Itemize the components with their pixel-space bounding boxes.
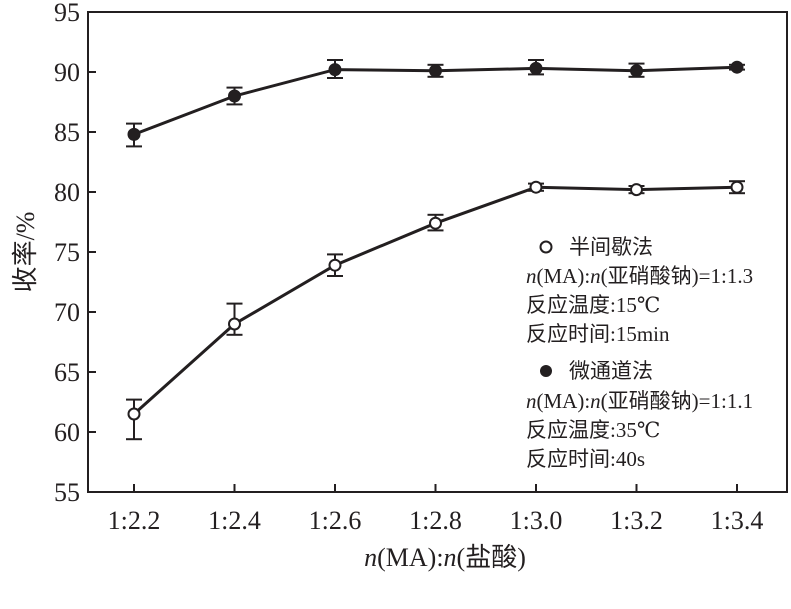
- legend-group-microchannel: 微通道法 n(MA):n(亚硝酸钠)=1:1.1 反应温度:35℃ 反应时间:4…: [526, 359, 753, 471]
- legend-series-name: 半间歇法: [569, 235, 653, 259]
- data-point: [730, 180, 744, 194]
- legend-group-semibatch: 半间歇法 n(MA):n(亚硝酸钠)=1:1.3 反应温度:15℃ 反应时间:1…: [526, 235, 753, 346]
- y-tick-label: 55: [54, 478, 80, 507]
- data-point: [630, 64, 643, 78]
- y-tick-label: 70: [54, 298, 80, 327]
- data-point: [429, 216, 442, 230]
- legend-time: 反应时间:15min: [526, 322, 670, 346]
- y-tick-label: 90: [54, 58, 80, 87]
- legend-series-name: 微通道法: [569, 359, 653, 383]
- legend-open-circle-icon: [539, 240, 553, 254]
- plot-frame: [87, 11, 788, 493]
- legend-time: 反应时间:40s: [526, 447, 645, 471]
- y-tick-label: 80: [54, 178, 80, 207]
- legend-ratio: n(MA):n(亚硝酸钠)=1:1.1: [526, 389, 753, 413]
- data-point: [127, 127, 141, 141]
- y-tick-label: 65: [54, 358, 80, 387]
- legend-temp: 反应温度:35℃: [526, 418, 660, 442]
- legend-ratio: n(MA):n(亚硝酸钠)=1:1.3: [526, 264, 753, 288]
- legend-temp: 反应温度:15℃: [526, 293, 660, 317]
- data-point: [328, 63, 342, 77]
- x-tick-label: 1:2.2: [108, 506, 161, 535]
- series-semibatch: [126, 180, 745, 441]
- data-point: [529, 61, 543, 75]
- x-tick-label: 1:2.4: [208, 506, 261, 535]
- y-tick-label: 60: [54, 418, 80, 447]
- y-tick-label: 85: [54, 118, 80, 147]
- legend: 半间歇法 n(MA):n(亚硝酸钠)=1:1.3 反应温度:15℃ 反应时间:1…: [526, 235, 753, 471]
- legend-filled-circle-icon: [540, 365, 552, 377]
- data-point: [630, 183, 643, 197]
- x-axis-label: n(MA):n(盐酸): [364, 543, 526, 572]
- data-point: [127, 407, 141, 421]
- data-point: [730, 60, 744, 74]
- data-point: [228, 89, 241, 103]
- x-tick-label: 1:2.6: [309, 506, 362, 535]
- y-tick-label: 95: [54, 0, 80, 27]
- x-tick-label: 1:3.0: [510, 506, 563, 535]
- x-tick-label: 1:3.4: [711, 506, 764, 535]
- x-tick-label: 1:3.2: [610, 506, 663, 535]
- series-microchannel: [126, 59, 745, 148]
- y-axis-label: 收率/%: [11, 212, 40, 293]
- data-point: [328, 258, 342, 272]
- data-point: [429, 64, 442, 78]
- x-tick-label: 1:2.8: [409, 506, 462, 535]
- data-point: [529, 180, 543, 194]
- data-point: [228, 317, 241, 331]
- y-tick-label: 75: [54, 238, 80, 267]
